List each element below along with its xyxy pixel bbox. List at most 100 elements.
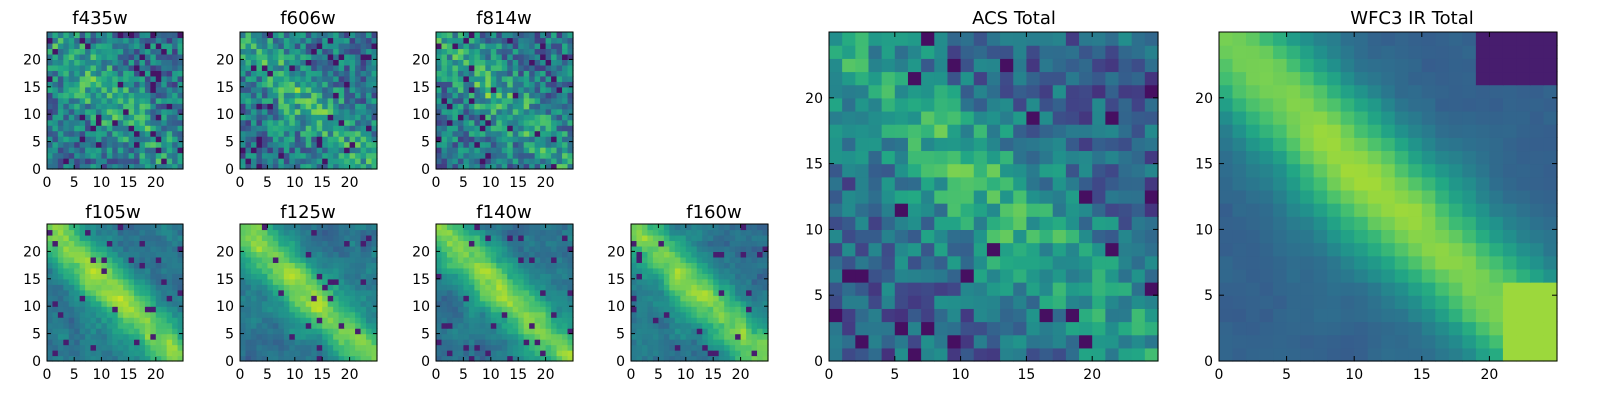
heatmap-cell <box>85 344 92 351</box>
heatmap-cell <box>166 295 173 302</box>
heatmap-cell <box>74 289 81 296</box>
heatmap-cell <box>166 53 173 60</box>
heatmap-cell <box>855 163 870 178</box>
heatmap-cell <box>647 240 654 247</box>
heatmap-cell <box>479 125 486 132</box>
heatmap-cell <box>123 300 130 307</box>
heatmap-cell <box>1105 268 1120 283</box>
heatmap-cell <box>529 108 536 115</box>
heatmap-cell <box>74 70 81 77</box>
heatmap-cell <box>316 86 323 93</box>
heatmap-cell <box>479 284 486 291</box>
heatmap-cell <box>724 251 731 258</box>
heatmap-cell <box>128 158 135 165</box>
heatmap-cell <box>322 322 329 329</box>
heatmap-cell <box>267 355 274 362</box>
heatmap-cell <box>960 334 975 349</box>
heatmap-cell <box>652 256 659 263</box>
heatmap-cell <box>106 339 113 346</box>
heatmap-cell <box>663 245 670 252</box>
heatmap-cell <box>322 284 329 291</box>
heatmap-cell <box>289 147 296 154</box>
heatmap-cell <box>106 344 113 351</box>
heatmap-cell <box>344 37 351 44</box>
heatmap-cell <box>256 317 263 324</box>
heatmap-cell <box>128 147 135 154</box>
heatmap-cell <box>144 284 151 291</box>
heatmap-cell <box>691 224 698 231</box>
heatmap-cell <box>463 229 470 236</box>
heatmap-cell <box>757 245 764 252</box>
heatmap-cell <box>90 158 97 165</box>
heatmap-cell <box>289 273 296 280</box>
heatmap-cell <box>123 130 130 137</box>
heatmap-cell <box>272 32 279 39</box>
heatmap-cell <box>123 256 130 263</box>
heatmap-cell <box>567 92 574 99</box>
heatmap-cell <box>1131 268 1146 283</box>
heatmap-cell <box>551 158 558 165</box>
heatmap-cell <box>322 32 329 39</box>
heatmap-cell <box>371 317 378 324</box>
heatmap-cell <box>355 306 362 313</box>
heatmap-cell <box>90 70 97 77</box>
heatmap-cell <box>507 37 514 44</box>
heatmap-cell <box>529 53 536 60</box>
heatmap-cell <box>441 300 448 307</box>
heatmap-cell <box>101 289 108 296</box>
heatmap-cell <box>172 245 179 252</box>
heatmap-cell <box>490 245 497 252</box>
y-tick-label: 10 <box>412 299 430 315</box>
heatmap-cell <box>283 344 290 351</box>
heatmap-cell <box>63 163 70 170</box>
heatmap-cell <box>496 163 503 170</box>
heatmap-cell <box>512 267 519 274</box>
heatmap-cell <box>47 262 54 269</box>
heatmap-cell <box>300 251 307 258</box>
x-tick-label: 20 <box>147 175 165 191</box>
heatmap-cell <box>729 267 736 274</box>
heatmap-cell <box>172 114 179 121</box>
x-tick-label: 20 <box>341 175 359 191</box>
heatmap-cell <box>631 350 638 357</box>
heatmap-cell <box>551 333 558 340</box>
heatmap-cell <box>349 339 356 346</box>
heatmap-cell <box>267 350 274 357</box>
heatmap-cell <box>63 262 70 269</box>
heatmap-cell <box>842 321 856 336</box>
heatmap-cell <box>540 295 547 302</box>
heatmap-cell <box>551 141 558 148</box>
heatmap-cell <box>52 125 59 132</box>
heatmap-cell <box>441 130 448 137</box>
heatmap-cell <box>305 289 312 296</box>
heatmap-cell <box>501 125 508 132</box>
heatmap-cell <box>685 350 692 357</box>
heatmap-cell <box>256 147 263 154</box>
heatmap-cell <box>150 75 157 82</box>
heatmap-cell <box>702 350 709 357</box>
heatmap-cell <box>150 136 157 143</box>
heatmap-cell <box>1079 334 1093 349</box>
heatmap-cell <box>117 311 124 318</box>
heatmap-cell <box>144 339 151 346</box>
heatmap-cell <box>1131 347 1146 362</box>
y-tick-label: 20 <box>23 244 41 260</box>
heatmap-cell <box>1052 321 1067 336</box>
heatmap-cell <box>161 328 168 335</box>
heatmap-cell <box>735 295 742 302</box>
heatmap-cell <box>327 328 334 335</box>
heatmap-cell <box>512 311 519 318</box>
heatmap-cell <box>128 251 135 258</box>
heatmap-cell <box>294 306 301 313</box>
heatmap-cell <box>177 97 184 104</box>
heatmap-cell <box>349 158 356 165</box>
heatmap-cell <box>316 97 323 104</box>
heatmap-cell <box>322 262 329 269</box>
heatmap-cell <box>322 289 329 296</box>
heatmap-cell <box>371 136 378 143</box>
heatmap-cell <box>746 251 753 258</box>
heatmap-cell <box>300 59 307 66</box>
heatmap-cell <box>512 289 519 296</box>
heatmap-cell <box>366 32 373 39</box>
x-tick-label: 15 <box>313 367 331 383</box>
